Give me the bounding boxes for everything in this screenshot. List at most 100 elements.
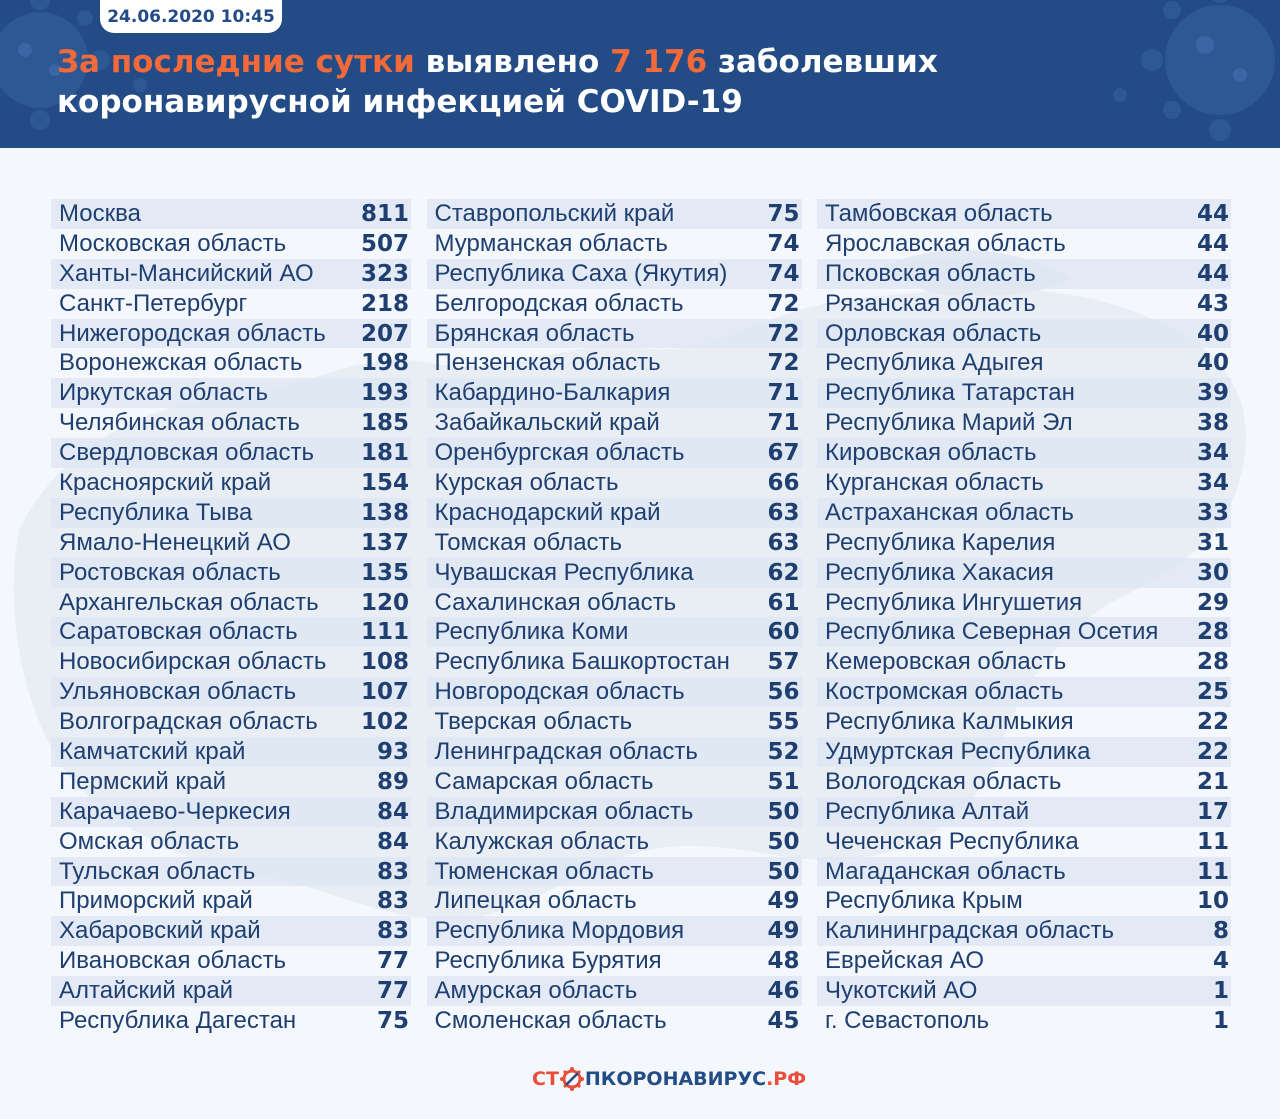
region-name: Карачаево-Черкесия — [59, 797, 291, 825]
region-name: Воронежская область — [59, 349, 303, 377]
region-name: Чувашская Республика — [434, 558, 694, 586]
region-case-count: 207 — [360, 320, 409, 347]
headline-line2: коронавирусной инфекцией COVID-19 — [57, 84, 743, 120]
region-name: Республика Калмыкия — [825, 708, 1074, 736]
region-row: Нижегородская область 207 — [51, 318, 411, 349]
region-name: Пермский край — [59, 767, 227, 795]
region-case-count: 74 — [767, 260, 800, 287]
region-row: Новосибирская область 108 — [51, 647, 411, 677]
region-name: Республика Северная Осетия — [825, 618, 1159, 646]
region-name: Республика Ингушетия — [825, 588, 1083, 616]
region-row: Саратовская область 111 — [51, 617, 411, 648]
region-case-count: 55 — [767, 709, 800, 736]
region-row: Магаданская область 11 — [817, 856, 1231, 887]
header-banner: 24.06.2020 10:45 За последние сутки выяв… — [0, 0, 1280, 148]
region-name: Ярославская область — [825, 229, 1066, 257]
region-row: Свердловская область 181 — [51, 438, 411, 469]
region-case-count: 49 — [767, 888, 800, 915]
region-name: Иркутская область — [59, 379, 268, 407]
region-name: Ульяновская область — [59, 678, 297, 706]
region-row: Рязанская область 43 — [817, 289, 1231, 319]
region-row: Ульяновская область 107 — [51, 677, 411, 708]
region-row: Республика Ингушетия 29 — [817, 588, 1231, 618]
region-case-count: 198 — [360, 350, 409, 377]
region-name: Калининградская область — [825, 917, 1115, 945]
region-row: Ханты-Мансийский АО 323 — [51, 258, 411, 289]
region-case-count: 10 — [1196, 888, 1229, 915]
region-case-count: 181 — [360, 440, 409, 467]
region-name: Свердловская область — [59, 439, 314, 467]
region-case-count: 63 — [767, 499, 800, 526]
region-row: Курганская область 34 — [817, 468, 1231, 498]
region-name: Чукотский АО — [825, 977, 978, 1005]
region-name: Омская область — [59, 827, 240, 855]
region-case-count: 38 — [1196, 410, 1229, 437]
region-row: Пермский край 89 — [51, 767, 411, 797]
region-row: Республика Дагестан 75 — [51, 1006, 411, 1036]
region-row: Республика Бурятия 48 — [427, 946, 802, 976]
region-column-3: Тамбовская область 44 Ярославская область 4… — [817, 199, 1231, 1036]
region-name: Саратовская область — [59, 618, 298, 646]
region-row: Тамбовская область 44 — [817, 199, 1231, 229]
region-name: Орловская область — [825, 319, 1042, 347]
region-case-count: 44 — [1196, 260, 1229, 287]
region-name: Ставропольский край — [434, 199, 675, 227]
region-case-count: 72 — [767, 320, 800, 347]
region-case-count: 107 — [360, 679, 409, 706]
region-name: Владимирская область — [434, 797, 694, 825]
region-case-count: 218 — [360, 290, 409, 317]
region-row: Брянская область 72 — [426, 318, 802, 349]
region-row: Чукотский АО 1 — [817, 976, 1231, 1007]
region-name: Волгоградская область — [59, 708, 318, 736]
region-case-count: 1 — [1212, 978, 1229, 1005]
region-name: Нижегородская область — [59, 319, 326, 347]
region-case-count: 50 — [767, 798, 800, 825]
region-case-count: 40 — [1196, 350, 1229, 377]
region-name: Рязанская область — [825, 289, 1036, 317]
region-name: Астраханская область — [825, 498, 1074, 526]
region-case-count: 72 — [767, 290, 800, 317]
region-row: Республика Коми 60 — [426, 617, 802, 648]
region-name: Архангельская область — [59, 588, 319, 616]
region-row: Кабардино-Балкария 71 — [426, 378, 802, 409]
region-name: Вологодская область — [825, 767, 1062, 795]
region-row: Еврейская АО 4 — [817, 946, 1231, 976]
region-row: Ленинградская область 52 — [426, 737, 802, 767]
virus-decoration-icon — [1113, 0, 1275, 141]
region-row: Красноярский край 154 — [51, 468, 411, 498]
region-name: Еврейская АО — [825, 947, 985, 975]
region-row: Республика Северная Осетия 28 — [817, 617, 1231, 648]
region-row: Москва 811 — [51, 199, 411, 229]
region-name: Ханты-Мансийский АО — [59, 259, 314, 287]
region-case-count: 56 — [767, 679, 800, 706]
region-row: Республика Калмыкия 22 — [817, 707, 1231, 737]
region-table: Москва 811 Московская область 507 Ханты-Манс… — [51, 199, 1231, 1036]
region-name: Республика Бурятия — [434, 947, 662, 975]
region-name: Республика Карелия — [825, 528, 1056, 556]
region-row: Смоленская область 45 — [427, 1006, 802, 1036]
stopcoronavirus-logo: СТ ПКОРОНАВИРУС .РФ — [532, 1063, 806, 1095]
region-row: Сахалинская область 61 — [427, 588, 802, 618]
region-name: Новгородская область — [434, 678, 685, 706]
region-row: Липецкая область 49 — [427, 886, 802, 916]
region-name: Красноярский край — [59, 468, 272, 496]
region-name: Тверская область — [434, 708, 633, 736]
region-name: Калужская область — [434, 827, 650, 855]
region-case-count: 811 — [360, 200, 409, 227]
region-case-count: 154 — [360, 469, 409, 496]
region-case-count: 137 — [360, 529, 409, 556]
region-name: Республика Марий Эл — [825, 409, 1073, 437]
region-row: Приморский край 83 — [51, 886, 411, 916]
region-case-count: 89 — [376, 768, 409, 795]
region-row: Камчатский край 93 — [51, 737, 411, 767]
region-case-count: 39 — [1196, 380, 1229, 407]
logo-part-1: СТ — [532, 1068, 559, 1090]
region-row: Московская область 507 — [51, 229, 411, 259]
headline-end: заболевших — [707, 44, 938, 80]
region-row: Тюменская область 50 — [426, 856, 802, 887]
region-name: Республика Коми — [434, 618, 629, 646]
region-case-count: 8 — [1212, 918, 1229, 945]
region-row: Челябинская область 185 — [51, 408, 411, 438]
region-case-count: 45 — [767, 1007, 800, 1034]
region-name: Томская область — [434, 528, 623, 556]
